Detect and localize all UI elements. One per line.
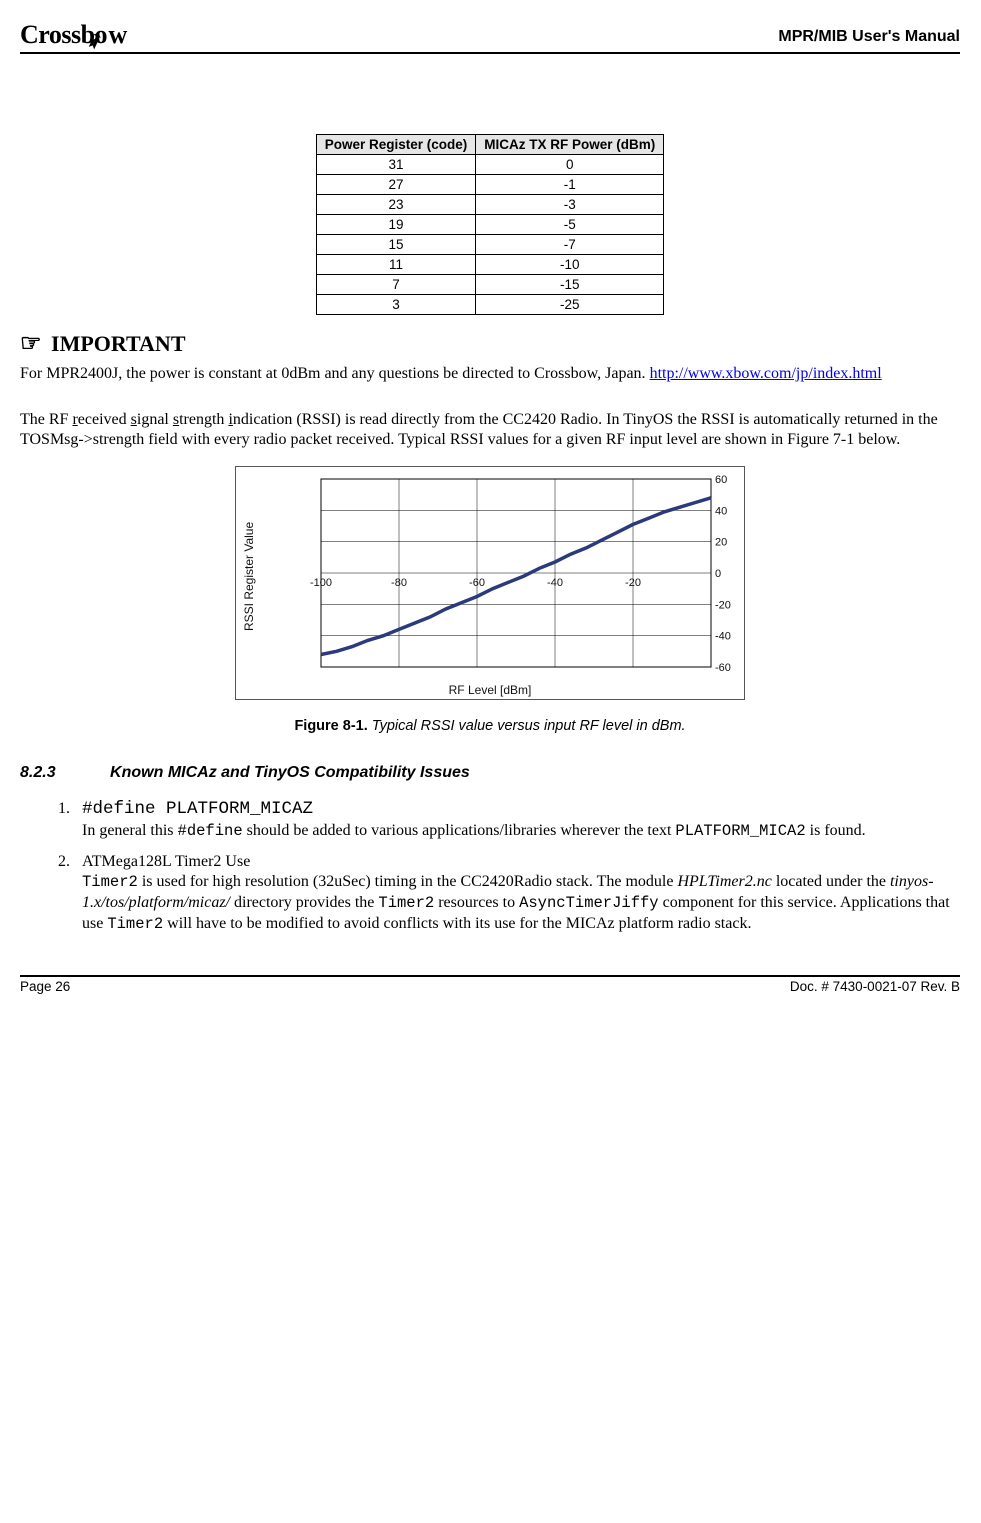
chart-x-label: RF Level [dBm]: [240, 683, 740, 697]
logo: Crossbo➶w: [20, 20, 127, 50]
crossbow-jp-link[interactable]: http://www.xbow.com/jp/index.html: [650, 365, 882, 382]
svg-text:-40: -40: [547, 577, 563, 589]
table-cell: 3: [316, 295, 476, 315]
logo-text-b: w: [109, 20, 127, 49]
power-register-table: Power Register (code)MICAz TX RF Power (…: [316, 134, 665, 315]
figure-caption: Figure 8-1. Typical RSSI value versus in…: [20, 718, 960, 734]
table-cell: -10: [476, 255, 664, 275]
important-heading-text: IMPORTANT: [51, 331, 185, 356]
list-item: ATMega128L Timer2 Use Timer2 is used for…: [74, 852, 960, 935]
table-row: 27-1: [316, 175, 664, 195]
table-cell: -25: [476, 295, 664, 315]
page-footer: Page 26 Doc. # 7430-0021-07 Rev. B: [20, 975, 960, 994]
svg-text:60: 60: [715, 474, 727, 486]
subsection-number: 8.2.3: [20, 764, 56, 781]
table-row: 19-5: [316, 215, 664, 235]
list-item: #define PLATFORM_MICAZ In general this #…: [74, 798, 960, 842]
table-cell: 11: [316, 255, 476, 275]
figure-label: Figure 8-1.: [294, 718, 367, 734]
page-number: Page 26: [20, 979, 70, 994]
table-row: 7-15: [316, 275, 664, 295]
important-paragraph: For MPR2400J, the power is constant at 0…: [20, 364, 960, 384]
important-text: For MPR2400J, the power is constant at 0…: [20, 365, 650, 382]
table-header: MICAz TX RF Power (dBm): [476, 135, 664, 155]
table-cell: 0: [476, 155, 664, 175]
define-line: #define PLATFORM_MICAZ: [82, 799, 313, 819]
table-cell: -7: [476, 235, 664, 255]
table-header: Power Register (code): [316, 135, 476, 155]
table-cell: -3: [476, 195, 664, 215]
table-cell: 31: [316, 155, 476, 175]
svg-text:-40: -40: [715, 631, 731, 643]
rssi-paragraph: The RF received signal strength indicati…: [20, 410, 960, 450]
page-header: Crossbo➶w MPR/MIB User's Manual: [20, 20, 960, 54]
table-cell: 15: [316, 235, 476, 255]
svg-text:40: 40: [715, 505, 727, 517]
svg-text:20: 20: [715, 537, 727, 549]
svg-text:-60: -60: [469, 577, 485, 589]
svg-text:-20: -20: [625, 577, 641, 589]
table-cell: -5: [476, 215, 664, 235]
svg-text:-80: -80: [391, 577, 407, 589]
chart-svg: -100-80-60-40-20-60-40-200204060: [258, 471, 740, 681]
subsection-heading: 8.2.3 Known MICAz and TinyOS Compatibili…: [20, 764, 960, 782]
table-cell: 27: [316, 175, 476, 195]
chart-y-label: RSSI Register Value: [240, 471, 258, 681]
table-cell: 7: [316, 275, 476, 295]
table-cell: -1: [476, 175, 664, 195]
table-row: 310: [316, 155, 664, 175]
pointing-hand-icon: ☞: [20, 331, 42, 357]
table-row: 11-10: [316, 255, 664, 275]
important-heading: ☞ IMPORTANT: [20, 329, 960, 358]
rssi-chart: RSSI Register Value -100-80-60-40-20-60-…: [235, 466, 745, 700]
table-cell: 23: [316, 195, 476, 215]
svg-text:-60: -60: [715, 662, 731, 674]
table-cell: 19: [316, 215, 476, 235]
table-cell: -15: [476, 275, 664, 295]
table-row: 3-25: [316, 295, 664, 315]
item2-title: ATMega128L Timer2 Use: [82, 853, 250, 870]
subsection-title: Known MICAz and TinyOS Compatibility Iss…: [110, 764, 470, 781]
figure-caption-text: Typical RSSI value versus input RF level…: [372, 718, 686, 734]
svg-text:0: 0: [715, 568, 721, 580]
document-title: MPR/MIB User's Manual: [778, 28, 960, 46]
table-row: 23-3: [316, 195, 664, 215]
issues-list: #define PLATFORM_MICAZ In general this #…: [74, 798, 960, 935]
table-row: 15-7: [316, 235, 664, 255]
doc-number: Doc. # 7430-0021-07 Rev. B: [790, 979, 960, 994]
svg-text:-20: -20: [715, 599, 731, 611]
